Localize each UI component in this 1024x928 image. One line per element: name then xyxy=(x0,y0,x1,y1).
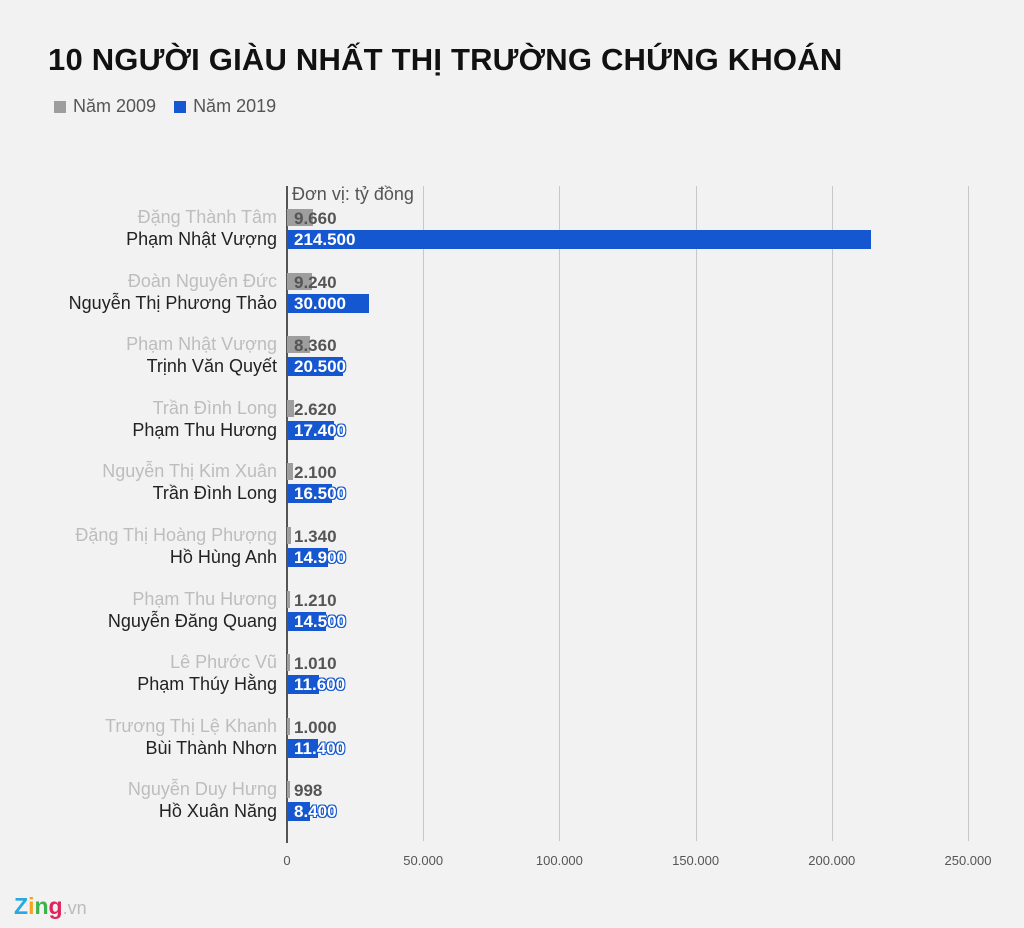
bar-2019 xyxy=(287,548,328,567)
bar-2009 xyxy=(287,272,313,290)
legend-swatch-icon xyxy=(54,100,66,113)
category-label-2019: Nguyễn Đăng Quang xyxy=(107,610,277,631)
category-label-2009: Phạm Nhật Vượng xyxy=(126,334,277,355)
category-label-2019: Hồ Xuân Năng xyxy=(158,801,277,822)
value-label-2009: 2.100 xyxy=(294,463,337,483)
category-label-2009: Đặng Thị Hoàng Phượng xyxy=(75,525,277,545)
category-label-2009: Phạm Thu Hương xyxy=(132,588,277,609)
zing-logo: Zing.vn xyxy=(14,893,87,919)
legend-label: Năm 2019 xyxy=(193,96,277,116)
x-tick-label: 50.000 xyxy=(403,853,444,868)
bar-2009 xyxy=(287,527,291,544)
legend-label: Năm 2009 xyxy=(73,96,157,116)
value-label-2009: 998 xyxy=(294,781,323,801)
bar-2019 xyxy=(287,484,332,504)
gridline xyxy=(968,186,969,841)
bar-2009 xyxy=(287,336,310,354)
category-label-2009: Trần Đình Long xyxy=(152,397,277,418)
unit-label: Đơn vị: tỷ đồng xyxy=(292,184,414,204)
bar-2009 xyxy=(287,463,293,481)
bar-2009 xyxy=(287,781,290,799)
category-label-2009: Lê Phước Vũ xyxy=(170,652,277,673)
bar-2019 xyxy=(287,738,319,758)
gridline xyxy=(695,186,697,841)
value-label-2019: 14.900 xyxy=(294,548,346,567)
legend-item-2009: Năm 2009 xyxy=(54,96,156,117)
category-label-2019: Nguyễn Thị Phương Thảo xyxy=(68,292,277,313)
value-label-2009: 8.360 xyxy=(294,336,337,356)
value-label-2009: 1.210 xyxy=(294,590,337,610)
bar-2019 xyxy=(287,611,327,631)
value-label-2019: 30.000 xyxy=(294,293,346,313)
bar-2009 xyxy=(287,590,291,608)
x-tick-label: 150.000 xyxy=(672,853,720,868)
legend-item-2019: Năm 2019 xyxy=(174,96,276,117)
y-axis-line xyxy=(286,186,288,843)
category-label-2009: Đặng Thành Tâm xyxy=(137,207,277,227)
legend-swatch-icon xyxy=(174,100,187,113)
category-label-2009: Trương Thị Lệ Khanh xyxy=(105,715,277,736)
category-label-2019: Hồ Hùng Anh xyxy=(169,547,277,567)
chart-title: 10 NGƯỜI GIÀU NHẤT THỊ TRƯỜNG CHỨNG KHOÁ… xyxy=(48,42,843,77)
bar-2019 xyxy=(287,293,369,313)
value-label-2019: 20.500 xyxy=(294,357,346,377)
value-label-2009: 2.620 xyxy=(294,399,337,419)
category-label-2019: Phạm Thúy Hằng xyxy=(137,674,277,695)
value-label-2019: 17.400 xyxy=(294,420,346,440)
bar-2019 xyxy=(287,802,310,822)
value-label-2019: 11.400 xyxy=(294,738,346,758)
category-label-2009: Nguyễn Duy Hưng xyxy=(127,779,277,800)
legend: Năm 2009 Năm 2019 xyxy=(54,96,276,117)
bar-2009 xyxy=(287,654,290,672)
category-label-2009: Đoàn Nguyên Đức xyxy=(127,270,277,291)
value-label-2019: 11.600 xyxy=(294,675,346,695)
value-label-2009: 1.340 xyxy=(294,527,337,546)
x-tick-label: 0 xyxy=(283,853,291,868)
category-label-2019: Trịnh Văn Quyết xyxy=(146,356,277,377)
x-tick-label: 250.000 xyxy=(944,853,992,868)
bar-2009 xyxy=(287,209,314,226)
bar-2009 xyxy=(287,399,295,417)
gridline xyxy=(423,186,425,841)
category-label-2019: Phạm Thu Hương xyxy=(132,419,277,440)
value-label-2019: 8.400 xyxy=(294,802,337,822)
x-tick-label: 100.000 xyxy=(535,853,583,868)
value-label-2019: 16.500 xyxy=(294,484,346,504)
category-label-2019: Trần Đình Long xyxy=(152,483,277,504)
value-label-2009: 1.010 xyxy=(294,654,337,674)
value-label-2019: 214.500 xyxy=(294,230,356,249)
value-label-2009: 9.660 xyxy=(294,209,337,228)
bar-2019 xyxy=(287,675,319,695)
category-label-2019: Bùi Thành Nhơn xyxy=(145,737,277,758)
category-label-2019: Phạm Nhật Vượng xyxy=(126,229,277,249)
value-label-2009: 9.240 xyxy=(294,272,337,292)
value-label-2019: 14.500 xyxy=(294,611,346,631)
bar-2019 xyxy=(287,357,343,377)
gridline xyxy=(831,186,833,841)
bar-2019 xyxy=(287,420,335,440)
bar-2009 xyxy=(287,717,290,735)
x-tick-label: 200.000 xyxy=(808,853,856,868)
bar-2019 xyxy=(287,230,872,249)
gridline xyxy=(559,186,561,841)
value-label-2009: 1.000 xyxy=(294,717,337,737)
category-label-2009: Nguyễn Thị Kim Xuân xyxy=(102,461,277,482)
